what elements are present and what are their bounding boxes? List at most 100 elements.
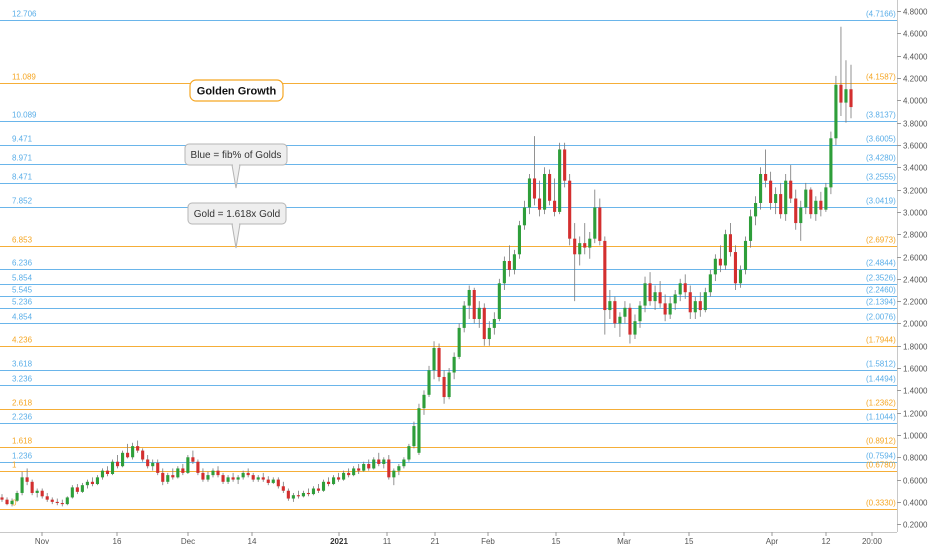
candle-body: [372, 459, 376, 469]
candle-body: [593, 207, 597, 239]
candle-body: [477, 307, 481, 319]
candle-body: [452, 356, 456, 373]
candle-body: [15, 492, 19, 501]
level-left-label: 6.236: [12, 259, 33, 268]
candle-body: [548, 173, 552, 201]
candle-body: [784, 180, 788, 215]
level-left-label: 3.618: [12, 360, 33, 369]
candle-body: [824, 187, 828, 210]
annotation-pointer: [231, 223, 241, 249]
candle-body: [573, 238, 577, 255]
candle-body: [633, 321, 637, 335]
level-left-label: 7.852: [12, 197, 33, 206]
candle-body: [246, 472, 250, 476]
candle-body: [271, 479, 275, 483]
level-right-label: (3.0419): [866, 197, 896, 206]
candle-body: [176, 468, 180, 478]
level-right-label: (3.2555): [866, 173, 896, 182]
candle-body: [231, 477, 235, 480]
candle-body: [583, 243, 587, 248]
candle-body: [80, 485, 84, 492]
candle-body: [814, 200, 818, 215]
candle-body: [537, 198, 542, 210]
candle-body: [296, 495, 300, 497]
x-tick-label: 2021: [330, 537, 348, 546]
x-tick-label: Dec: [181, 537, 195, 546]
level-right-label: (1.2362): [866, 399, 896, 408]
candle-body: [497, 283, 501, 319]
y-tick-label: 4.2000: [903, 75, 928, 84]
candle-body: [487, 327, 491, 340]
level-right-label: (2.1394): [866, 298, 896, 307]
candle-body: [462, 305, 466, 328]
level-right-label: (1.1044): [866, 413, 896, 422]
candle-body: [25, 477, 29, 482]
candles-layer: [0, 26, 853, 507]
candle-body: [658, 292, 662, 304]
level-right-label: (4.7166): [866, 10, 896, 19]
candle-body: [402, 459, 406, 467]
candle-body: [347, 472, 351, 476]
candle-body: [794, 198, 798, 224]
candle-body: [507, 260, 511, 270]
candle-body: [738, 269, 743, 284]
candle-body: [522, 207, 527, 226]
level-left-label: 5.236: [12, 298, 33, 307]
level-left-label: 1.618: [12, 437, 33, 446]
x-tick-label: Apr: [766, 537, 779, 546]
candle-body: [306, 492, 311, 495]
chart-title: Golden Growth: [197, 86, 277, 98]
y-tick-label: 3.2000: [903, 187, 928, 196]
y-tick-label: 3.6000: [903, 142, 928, 151]
level-right-label: (3.4280): [866, 154, 896, 163]
candle-body: [5, 499, 9, 505]
candle-body: [95, 477, 100, 485]
y-tick-label: 3.0000: [903, 209, 928, 218]
candle-body: [281, 486, 285, 491]
level-right-label: (1.5812): [866, 360, 896, 369]
level-left-label: 2.618: [12, 399, 33, 408]
y-tick-label: 0.6000: [903, 477, 928, 486]
candle-body: [20, 477, 24, 493]
candle-body: [146, 459, 150, 467]
level-left-label: 0: [12, 499, 17, 508]
candle-body: [221, 475, 225, 482]
candle-body: [191, 457, 195, 462]
candle-body: [718, 258, 722, 266]
level-left-label: 8.971: [12, 154, 33, 163]
candle-body: [713, 258, 717, 275]
candle-body: [809, 189, 813, 215]
candle-body: [698, 301, 702, 311]
candle-body: [663, 303, 667, 315]
candle-body: [332, 477, 336, 485]
candle-body: [266, 479, 270, 483]
candle-body: [206, 475, 210, 480]
x-tick-label: 15: [552, 537, 561, 546]
candle-body: [578, 243, 582, 255]
level-left-label: 4.236: [12, 336, 33, 345]
candle-body: [236, 477, 240, 480]
annotation-pointer: [231, 164, 241, 189]
candle-body: [743, 240, 748, 270]
annotation-text: Gold = 1.618x Gold: [194, 209, 280, 220]
x-tick-label: 14: [248, 537, 257, 546]
candle-body: [65, 497, 69, 505]
annotation-blue-note: Blue = fib% of Golds: [184, 143, 288, 189]
candle-body: [588, 238, 592, 248]
candle-body: [362, 463, 366, 471]
candle-body: [623, 307, 627, 317]
candle-body: [387, 459, 391, 478]
y-tick-label: 0.8000: [903, 454, 928, 463]
candle-body: [769, 180, 773, 203]
candle-body: [457, 327, 461, 357]
candle-body: [291, 495, 295, 499]
candle-body: [30, 481, 34, 493]
candle-body: [0, 497, 4, 500]
candle-body: [136, 446, 140, 451]
candle-body: [226, 477, 230, 482]
candle-body: [100, 470, 105, 478]
candle-body: [643, 283, 647, 306]
candle-body: [342, 472, 346, 480]
candle-body: [256, 477, 260, 480]
candle-body: [442, 376, 446, 398]
